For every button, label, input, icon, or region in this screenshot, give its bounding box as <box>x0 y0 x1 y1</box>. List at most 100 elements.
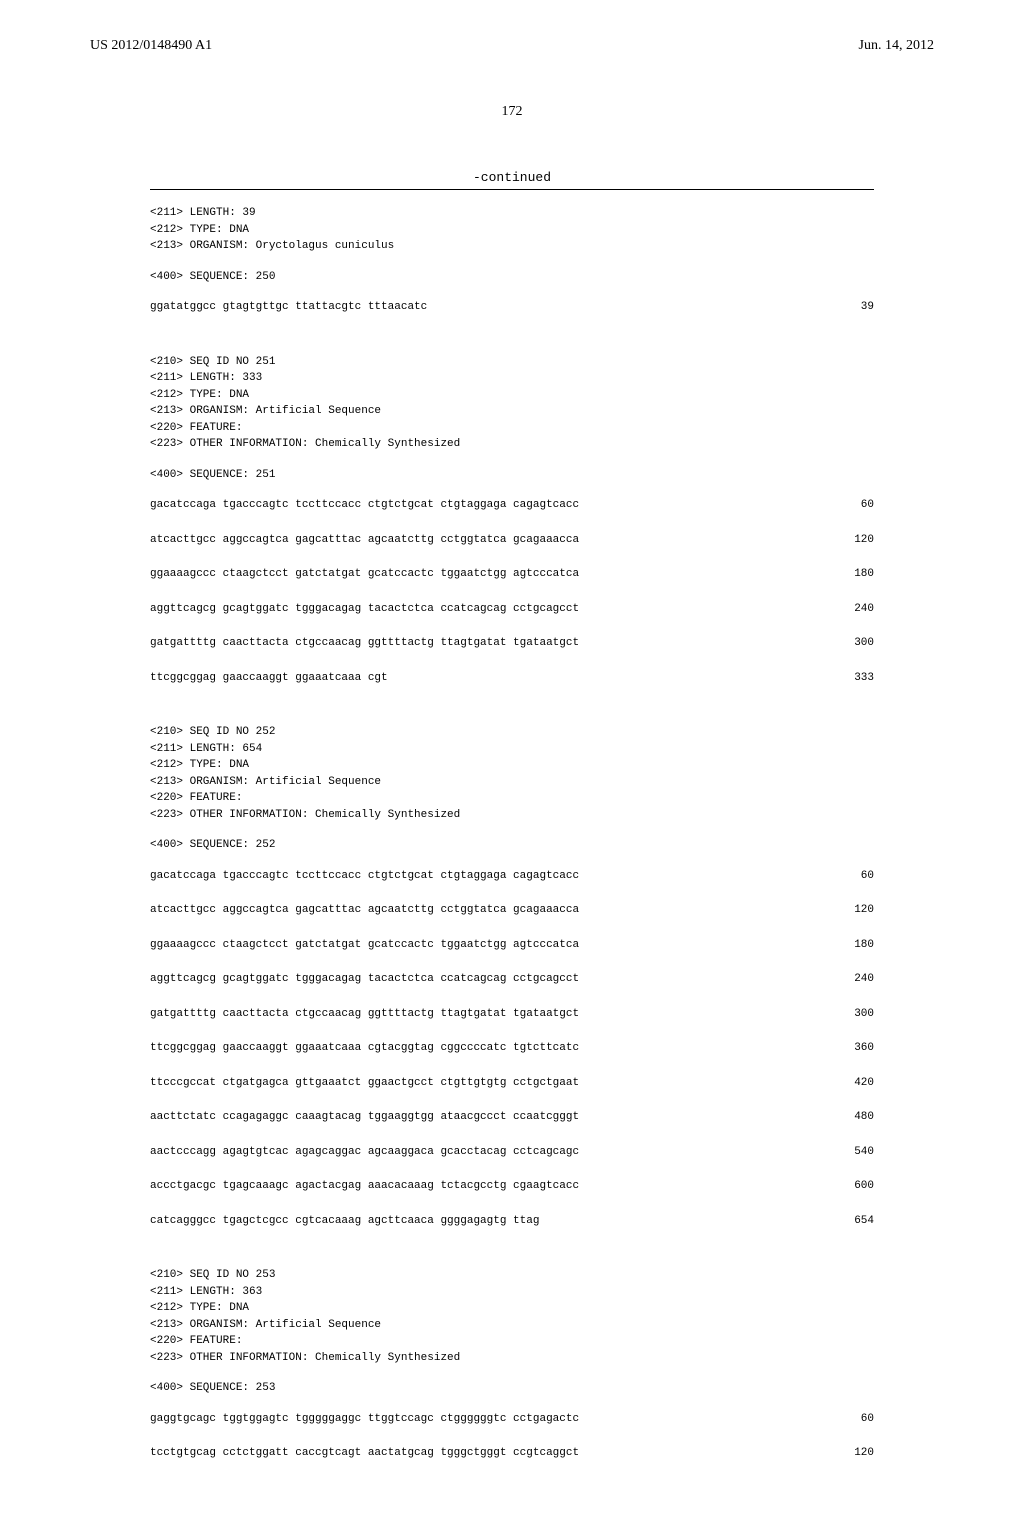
header-line: <213> ORGANISM: Artificial Sequence <box>150 774 874 791</box>
sequence-text: tcctgtgcag cctctggatt caccgtcagt aactatg… <box>150 1445 834 1462</box>
sequence-position: 600 <box>834 1178 874 1195</box>
sequence-position: 120 <box>834 532 874 549</box>
sequence-text: ggaaaagccc ctaagctcct gatctatgat gcatcca… <box>150 566 834 583</box>
sequence-position: 120 <box>834 902 874 919</box>
header-line: <223> OTHER INFORMATION: Chemically Synt… <box>150 1350 874 1367</box>
header-line: <213> ORGANISM: Artificial Sequence <box>150 403 874 420</box>
sequence-label: <400> SEQUENCE: 252 <box>150 837 874 854</box>
sequence-text: ttcggcggag gaaccaaggt ggaaatcaaa cgt <box>150 670 834 687</box>
sequence-entry: <210> SEQ ID NO 253<211> LENGTH: 363<212… <box>150 1267 874 1480</box>
sequence-position: 360 <box>834 1040 874 1057</box>
sequence-line: aacttctatc ccagagaggc caaagtacag tggaagg… <box>150 1109 874 1126</box>
sequence-line: gacatccaga tgacccagtc tccttccacc ctgtctg… <box>150 868 874 885</box>
header-line: <220> FEATURE: <box>150 1333 874 1350</box>
sequence-position: 300 <box>834 635 874 652</box>
document-header: US 2012/0148490 A1 Jun. 14, 2012 <box>90 38 934 54</box>
sequence-position: 180 <box>834 937 874 954</box>
sequence-text: aacttctatc ccagagaggc caaagtacag tggaagg… <box>150 1109 834 1126</box>
sequence-text: catcagggcc tgagctcgcc cgtcacaaag agcttca… <box>150 1213 834 1230</box>
sequence-line: aggttcagcg gcagtggatc tgggacagag tacactc… <box>150 601 874 618</box>
sequence-line: ggaaaagccc ctaagctcct gatctatgat gcatcca… <box>150 566 874 583</box>
continued-label: -continued <box>90 170 934 185</box>
header-line: <211> LENGTH: 39 <box>150 205 874 222</box>
sequence-line: gatgattttg caacttacta ctgccaacag ggtttta… <box>150 1006 874 1023</box>
separator-line <box>150 189 874 190</box>
sequence-position: 120 <box>834 1445 874 1462</box>
sequence-position: 180 <box>834 566 874 583</box>
sequence-label: <400> SEQUENCE: 251 <box>150 467 874 484</box>
header-line: <212> TYPE: DNA <box>150 1300 874 1317</box>
sequence-text: gaggtgcagc tggtggagtc tgggggaggc ttggtcc… <box>150 1411 834 1428</box>
sequence-headers: <210> SEQ ID NO 251<211> LENGTH: 333<212… <box>150 354 874 453</box>
sequence-label: <400> SEQUENCE: 250 <box>150 269 874 286</box>
sequence-text: gatgattttg caacttacta ctgccaacag ggtttta… <box>150 1006 834 1023</box>
sequence-line: ggaaaagccc ctaagctcct gatctatgat gcatcca… <box>150 937 874 954</box>
sequence-position: 240 <box>834 971 874 988</box>
sequence-line: ggatatggcc gtagtgttgc ttattacgtc tttaaca… <box>150 299 874 316</box>
sequence-text: ttcccgccat ctgatgagca gttgaaatct ggaactg… <box>150 1075 834 1092</box>
sequence-line: aggttcagcg gcagtggatc tgggacagag tacactc… <box>150 971 874 988</box>
sequence-position: 300 <box>834 1006 874 1023</box>
header-line: <220> FEATURE: <box>150 420 874 437</box>
sequence-position: 333 <box>834 670 874 687</box>
sequence-entry: <210> SEQ ID NO 252<211> LENGTH: 654<212… <box>150 724 874 1247</box>
sequence-line: gatgattttg caacttacta ctgccaacag ggtttta… <box>150 635 874 652</box>
sequence-text: gacatccaga tgacccagtc tccttccacc ctgtctg… <box>150 497 834 514</box>
sequence-text: ggatatggcc gtagtgttgc ttattacgtc tttaaca… <box>150 299 834 316</box>
sequence-position: 60 <box>834 868 874 885</box>
header-line: <223> OTHER INFORMATION: Chemically Synt… <box>150 807 874 824</box>
sequence-line: aactcccagg agagtgtcac agagcaggac agcaagg… <box>150 1144 874 1161</box>
page-number: 172 <box>90 104 934 120</box>
sequence-position: 420 <box>834 1075 874 1092</box>
sequence-headers: <210> SEQ ID NO 253<211> LENGTH: 363<212… <box>150 1267 874 1366</box>
sequence-content: <211> LENGTH: 39<212> TYPE: DNA<213> ORG… <box>90 205 934 1480</box>
sequence-label: <400> SEQUENCE: 253 <box>150 1380 874 1397</box>
sequence-text: atcacttgcc aggccagtca gagcatttac agcaatc… <box>150 902 834 919</box>
publication-number: US 2012/0148490 A1 <box>90 38 212 54</box>
sequence-line: atcacttgcc aggccagtca gagcatttac agcaatc… <box>150 532 874 549</box>
sequence-text: aactcccagg agagtgtcac agagcaggac agcaagg… <box>150 1144 834 1161</box>
sequence-entry: <211> LENGTH: 39<212> TYPE: DNA<213> ORG… <box>150 205 874 334</box>
sequence-position: 480 <box>834 1109 874 1126</box>
sequence-line: ttcggcggag gaaccaaggt ggaaatcaaa cgt333 <box>150 670 874 687</box>
sequence-text: ggaaaagccc ctaagctcct gatctatgat gcatcca… <box>150 937 834 954</box>
sequence-line: ttcggcggag gaaccaaggt ggaaatcaaa cgtacgg… <box>150 1040 874 1057</box>
sequence-position: 60 <box>834 497 874 514</box>
sequence-text: accctgacgc tgagcaaagc agactacgag aaacaca… <box>150 1178 834 1195</box>
sequence-text: atcacttgcc aggccagtca gagcatttac agcaatc… <box>150 532 834 549</box>
header-line: <211> LENGTH: 654 <box>150 741 874 758</box>
sequence-line: gacatccaga tgacccagtc tccttccacc ctgtctg… <box>150 497 874 514</box>
header-line: <212> TYPE: DNA <box>150 222 874 239</box>
sequence-line: tcctgtgcag cctctggatt caccgtcagt aactatg… <box>150 1445 874 1462</box>
sequence-text: gacatccaga tgacccagtc tccttccacc ctgtctg… <box>150 868 834 885</box>
sequence-text: gatgattttg caacttacta ctgccaacag ggtttta… <box>150 635 834 652</box>
sequence-position: 240 <box>834 601 874 618</box>
header-line: <213> ORGANISM: Artificial Sequence <box>150 1317 874 1334</box>
header-line: <211> LENGTH: 363 <box>150 1284 874 1301</box>
header-line: <210> SEQ ID NO 252 <box>150 724 874 741</box>
sequence-line: catcagggcc tgagctcgcc cgtcacaaag agcttca… <box>150 1213 874 1230</box>
sequence-position: 540 <box>834 1144 874 1161</box>
sequence-text: aggttcagcg gcagtggatc tgggacagag tacactc… <box>150 601 834 618</box>
sequence-text: aggttcagcg gcagtggatc tgggacagag tacactc… <box>150 971 834 988</box>
header-line: <212> TYPE: DNA <box>150 757 874 774</box>
sequence-line: accctgacgc tgagcaaagc agactacgag aaacaca… <box>150 1178 874 1195</box>
header-line: <210> SEQ ID NO 251 <box>150 354 874 371</box>
header-line: <212> TYPE: DNA <box>150 387 874 404</box>
sequence-line: atcacttgcc aggccagtca gagcatttac agcaatc… <box>150 902 874 919</box>
header-line: <220> FEATURE: <box>150 790 874 807</box>
sequence-line: gaggtgcagc tggtggagtc tgggggaggc ttggtcc… <box>150 1411 874 1428</box>
sequence-text: ttcggcggag gaaccaaggt ggaaatcaaa cgtacgg… <box>150 1040 834 1057</box>
sequence-position: 39 <box>834 299 874 316</box>
header-line: <213> ORGANISM: Oryctolagus cuniculus <box>150 238 874 255</box>
publication-date: Jun. 14, 2012 <box>859 38 934 54</box>
sequence-line: ttcccgccat ctgatgagca gttgaaatct ggaactg… <box>150 1075 874 1092</box>
header-line: <210> SEQ ID NO 253 <box>150 1267 874 1284</box>
sequence-headers: <211> LENGTH: 39<212> TYPE: DNA<213> ORG… <box>150 205 874 255</box>
sequence-entry: <210> SEQ ID NO 251<211> LENGTH: 333<212… <box>150 354 874 705</box>
header-line: <223> OTHER INFORMATION: Chemically Synt… <box>150 436 874 453</box>
header-line: <211> LENGTH: 333 <box>150 370 874 387</box>
sequence-position: 60 <box>834 1411 874 1428</box>
sequence-headers: <210> SEQ ID NO 252<211> LENGTH: 654<212… <box>150 724 874 823</box>
sequence-position: 654 <box>834 1213 874 1230</box>
